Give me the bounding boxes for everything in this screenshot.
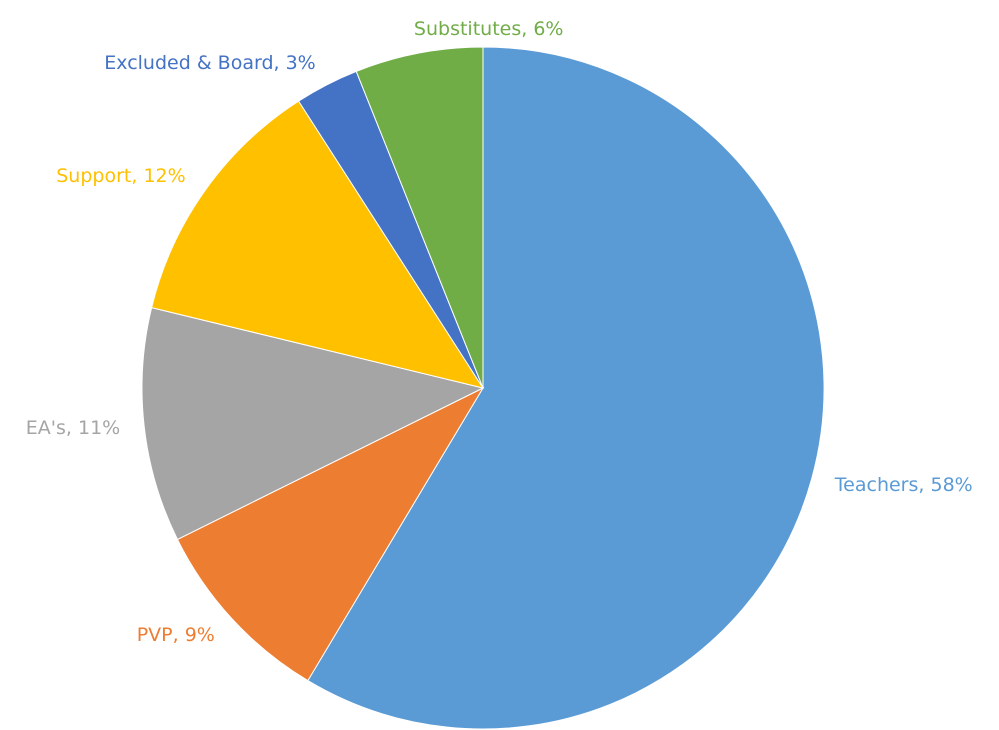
pie-slice xyxy=(307,46,825,730)
pie-slice xyxy=(151,100,485,389)
pie-slice xyxy=(355,46,484,389)
pie-slice xyxy=(141,307,485,541)
data-label: Support, 12% xyxy=(56,165,185,187)
pie-slice xyxy=(176,386,485,682)
data-label: PVP, 9% xyxy=(137,624,215,646)
data-label: Excluded & Board, 3% xyxy=(104,52,315,74)
data-label: Substitutes, 6% xyxy=(414,18,564,40)
data-label: Teachers, 58% xyxy=(834,474,973,496)
data-label: EA's, 11% xyxy=(26,417,120,439)
